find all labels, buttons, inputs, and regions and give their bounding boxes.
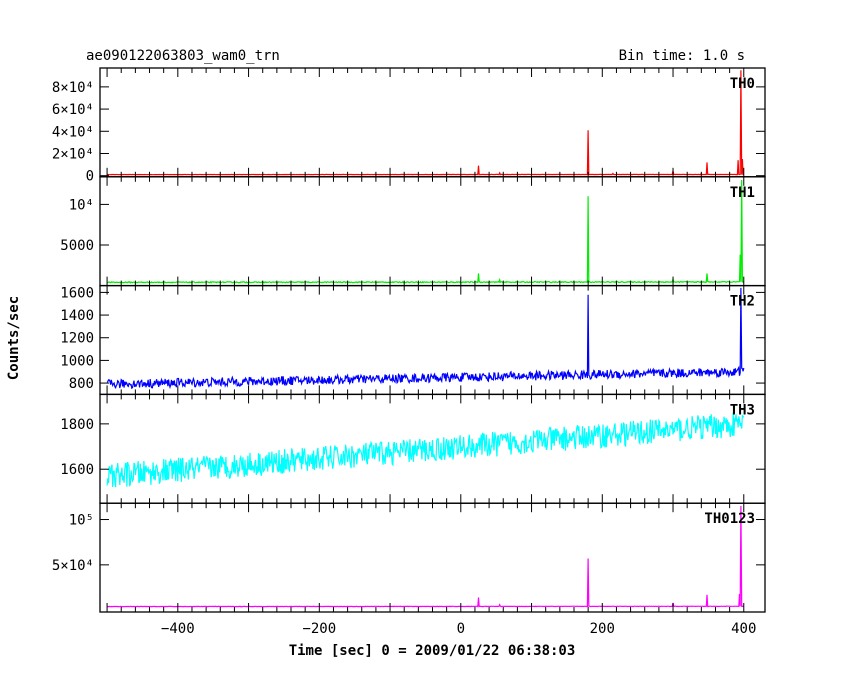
panel-label: TH2: [730, 294, 755, 310]
panel-label: TH0: [730, 76, 755, 92]
y-tick-label: 6×10⁴: [52, 102, 94, 118]
x-axis-label: Time [sec] 0 = 2009/01/22 06:38:03: [289, 643, 576, 659]
panel-th1: 5000 10⁴ TH1: [60, 176, 766, 287]
panel-label: TH3: [730, 402, 755, 418]
panel-label: TH1: [730, 185, 755, 201]
series-line-th3: [106, 412, 745, 488]
panel-th3: 1600 1800 TH3: [60, 393, 766, 504]
y-tick-label: 1600: [60, 285, 94, 301]
chart-title-left: ae090122063803_wam0_trn: [86, 48, 280, 64]
y-tick-label: 1600: [60, 462, 94, 478]
x-tick-label: −200: [302, 621, 336, 637]
y-tick-label: 10⁴: [69, 197, 94, 213]
x-tick-label: 400: [731, 621, 756, 637]
y-tick-label: 5000: [60, 238, 94, 254]
panel-frame: [99, 502, 766, 613]
chart-title-right: Bin time: 1.0 s: [619, 48, 745, 64]
y-tick-label: 1000: [60, 353, 94, 369]
series-line-th1: [106, 179, 745, 284]
y-tick-label: 8×10⁴: [52, 80, 94, 96]
x-tick-label: 200: [590, 621, 615, 637]
y-tick-label: 4×10⁴: [52, 124, 94, 140]
series-line-th0: [106, 70, 744, 176]
y-axis-label: Counts/sec: [6, 296, 22, 380]
y-tick-label: 2×10⁴: [52, 146, 94, 162]
panel-th2: 800 1000 1200 1400 1600 TH2: [60, 284, 766, 396]
series-line-th0123: [107, 505, 744, 608]
panel-label: TH0123: [704, 511, 755, 527]
y-tick-label: 1400: [60, 308, 94, 324]
y-tick-label: 1200: [60, 331, 94, 347]
panels-group: 0 2×10⁴ 4×10⁴ 6×10⁴ 8×10⁴ TH0 5000 10⁴ TH1 800 100…: [52, 67, 766, 637]
x-tick-label: 0: [457, 621, 465, 637]
y-tick-label: 5×10⁴: [52, 558, 94, 574]
panel-th0123: 5×10⁴ 10⁵ TH0123: [52, 502, 766, 613]
panel-th0: 0 2×10⁴ 4×10⁴ 6×10⁴ 8×10⁴ TH0: [52, 67, 766, 185]
series-line-th2: [106, 287, 745, 390]
x-tick-label: −400: [161, 621, 195, 637]
panel-frame: [99, 67, 766, 178]
panel-frame: [99, 176, 766, 287]
y-tick-label: 10⁵: [69, 513, 94, 529]
y-tick-label: 800: [69, 376, 94, 392]
y-tick-label: 1800: [60, 417, 94, 433]
y-tick-label: 0: [86, 169, 94, 185]
